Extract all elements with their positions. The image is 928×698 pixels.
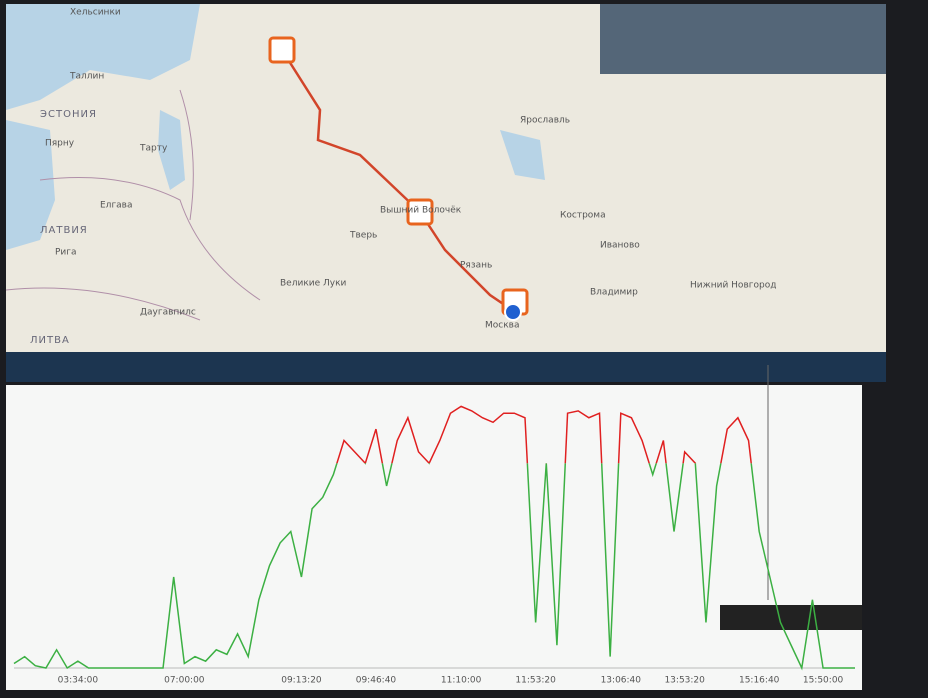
x-tick-label: 03:34:00: [58, 676, 99, 686]
x-tick-label: 15:16:40: [739, 676, 780, 686]
map-label: Кострома: [560, 211, 606, 221]
map-label: Тарту: [139, 144, 168, 154]
taskbar-tray: [720, 605, 862, 630]
map-label: Москва: [485, 321, 519, 331]
x-tick-label: 15:50:00: [803, 676, 844, 686]
map-label: Хельсинки: [70, 8, 121, 18]
map-label: Елгава: [100, 201, 133, 211]
map-label: Тверь: [349, 231, 377, 241]
map-label: Ярославль: [520, 116, 570, 126]
map-label: Пярну: [45, 139, 75, 149]
x-tick-label: 13:53:20: [664, 676, 705, 686]
map-label: ЭСТОНИЯ: [40, 109, 97, 120]
map-label: Таллин: [69, 72, 104, 82]
map-label: Даугавпилс: [140, 308, 196, 318]
x-tick-label: 11:53:20: [515, 676, 556, 686]
map-label: Великие Луки: [280, 279, 347, 289]
route-marker: [270, 38, 294, 62]
map-label: Иваново: [600, 241, 640, 251]
map-toolbar: [600, 4, 886, 74]
current-position: [505, 304, 521, 320]
x-tick-label: 13:06:40: [601, 676, 642, 686]
map-label: Вышний Волочёк: [380, 206, 462, 216]
map-label: ЛАТВИЯ: [40, 225, 88, 236]
x-tick-label: 09:13:20: [281, 676, 322, 686]
map-label: Рязань: [460, 261, 492, 271]
map-label: Нижний Новгород: [690, 281, 776, 291]
map-label: Рига: [55, 248, 77, 258]
x-tick-label: 11:10:00: [441, 676, 482, 686]
chart-panel: [6, 385, 862, 690]
x-tick-label: 07:00:00: [164, 676, 205, 686]
screen: Хельсинки Таллин ЭСТОНИЯ Пярну Тарту ЛАТВИЯ Ри…: [0, 0, 928, 698]
x-tick-label: 09:46:40: [356, 676, 397, 686]
page: Хельсинки Таллин ЭСТОНИЯ Пярну Тарту ЛАТВИЯ Ри…: [0, 0, 928, 698]
map-label: ЛИТВА: [30, 335, 70, 346]
map-label: Владимир: [590, 288, 638, 298]
divider-bar: [6, 352, 886, 382]
